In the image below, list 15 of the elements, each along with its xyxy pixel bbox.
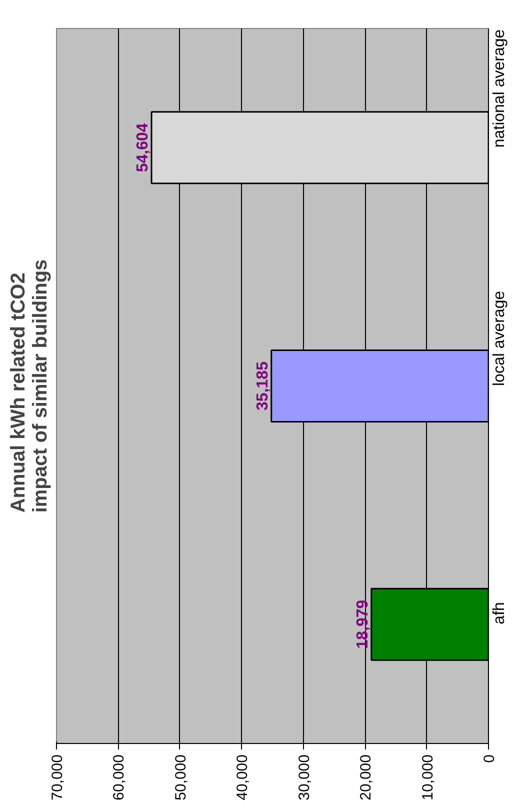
y-tick-label: national average xyxy=(491,29,508,148)
data-label: 18,979 xyxy=(354,600,372,649)
y-tick-label: local average xyxy=(491,290,508,386)
text: Annual kWh related tCO2 impact of similar buildings xyxy=(8,259,52,513)
data-label: 54,604 xyxy=(134,123,152,172)
y-tick-label: afh xyxy=(491,602,508,624)
x-tick-label: 30,000 xyxy=(296,754,313,800)
x-tick-label: 0 xyxy=(481,754,498,763)
x-tick-label: 50,000 xyxy=(172,754,190,800)
x-tick-label: 60,000 xyxy=(110,754,128,800)
x-tick-label: 10,000 xyxy=(419,754,436,800)
data-label: 35,185 xyxy=(254,361,272,410)
x-tick-label: 40,000 xyxy=(234,754,252,800)
x-tick-label: 70,000 xyxy=(49,754,66,800)
x-tick-label: 20,000 xyxy=(358,754,375,800)
